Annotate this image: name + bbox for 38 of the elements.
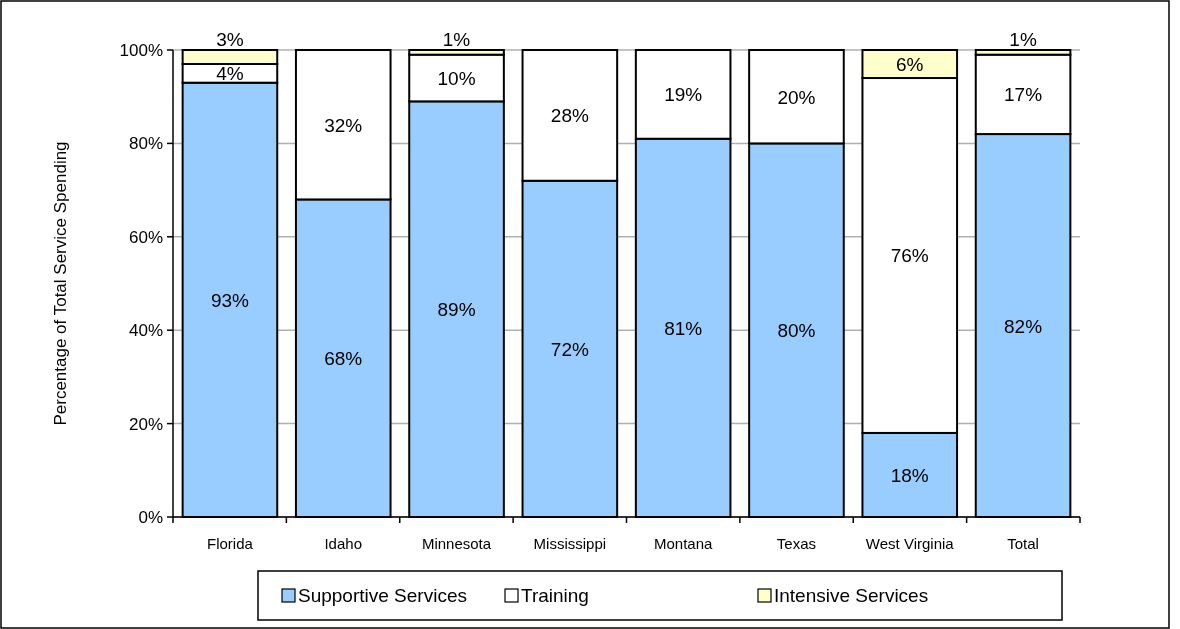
x-tick-label: Montana [653, 535, 713, 552]
x-tick-label: West Virginia [865, 535, 955, 552]
data-label: 1% [1009, 29, 1037, 50]
data-label: 81% [664, 317, 703, 339]
y-axis-title: Percentage of Total Service Spending [51, 141, 70, 426]
data-label: 32% [324, 114, 363, 136]
y-tick-label: 80% [128, 134, 163, 154]
x-tick-label: Texas [776, 535, 817, 552]
data-label: 6% [896, 54, 924, 76]
data-label: 89% [437, 299, 476, 321]
y-tick-label: 0% [138, 508, 163, 527]
x-tick-label: Minnesota [421, 535, 492, 552]
data-label: 76% [890, 245, 929, 267]
data-label: 18% [890, 464, 929, 486]
y-tick-label: 20% [128, 414, 163, 434]
y-tick-label: 40% [128, 321, 163, 341]
data-label: 80% [777, 320, 816, 342]
x-tick-label: Mississippi [533, 535, 607, 552]
data-label: 68% [324, 348, 363, 370]
data-label: 93% [210, 289, 250, 311]
data-label: 3% [216, 29, 244, 50]
legend-label: Supportive Services [298, 585, 467, 606]
data-label: 28% [550, 105, 589, 127]
data-label: 82% [1004, 315, 1043, 337]
x-tick-label: Florida [207, 535, 254, 552]
data-label: 1% [442, 29, 471, 50]
y-tick-label: 100% [119, 41, 163, 60]
y-tick-label: 60% [128, 227, 163, 247]
x-tick-label: Total [1007, 535, 1039, 552]
data-label: 72% [550, 338, 589, 360]
data-label: 19% [664, 84, 703, 106]
legend-label: Training [521, 585, 589, 606]
data-label: 4% [216, 63, 244, 85]
data-label: 17% [1004, 84, 1043, 106]
legend-label: Intensive Services [774, 585, 929, 606]
data-label: 10% [437, 68, 476, 90]
data-label: 20% [777, 86, 816, 108]
x-tick-label: Idaho [324, 535, 363, 552]
